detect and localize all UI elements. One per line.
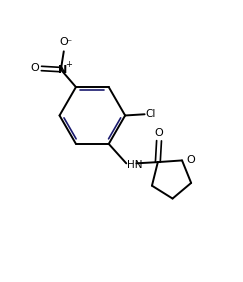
Text: N: N: [58, 65, 68, 74]
Text: +: +: [65, 60, 72, 69]
Text: O: O: [186, 155, 195, 166]
Text: ⁻: ⁻: [67, 38, 72, 48]
Text: O: O: [59, 37, 68, 47]
Text: O: O: [155, 128, 164, 138]
Text: Cl: Cl: [146, 109, 156, 119]
Text: HN: HN: [127, 160, 143, 170]
Text: O: O: [31, 63, 40, 73]
